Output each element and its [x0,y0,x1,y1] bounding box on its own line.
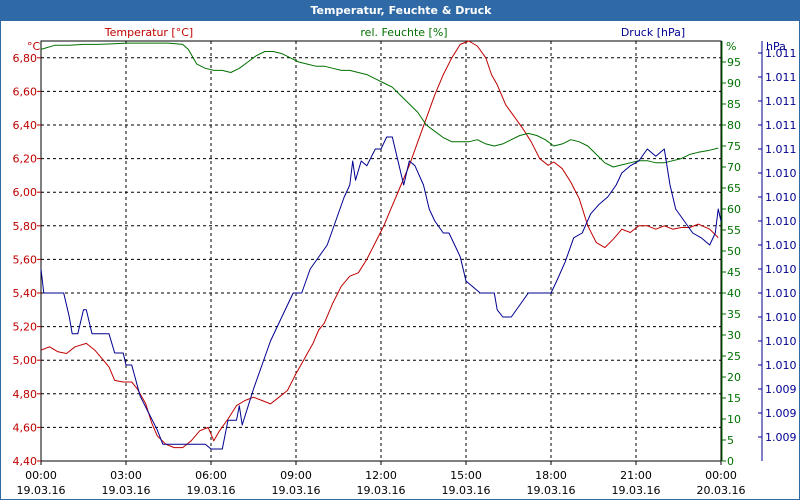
temperature-tick-label: 5,20 [13,321,38,334]
window-title: Temperatur, Feuchte & Druck [1,1,800,21]
humidity-tick-label: 45 [727,266,741,279]
temperature-tick-label: 6,80 [13,52,38,65]
humidity-tick-label: 90 [727,77,741,90]
temperature-tick-label: 4,40 [13,455,38,468]
x-tick-time: 00:00 [25,469,57,482]
pressure-tick-label: 1.010 [765,167,797,180]
humidity-tick-label: 80 [727,119,741,132]
humidity-tick-label: 60 [727,203,741,216]
humidity-tick-label: 95 [727,56,741,69]
pressure-tick-label: 1.009 [765,383,797,396]
x-tick-date: 19.03.16 [187,484,236,497]
humidity-tick-label: 70 [727,161,741,174]
pressure-tick-label: 1.010 [765,311,797,324]
x-tick-date: 20.03.16 [697,484,746,497]
temperature-series-line [40,40,719,449]
temperature-axis-label: Temperatur [°C] [104,26,193,39]
x-tick-date: 19.03.16 [357,484,406,497]
humidity-unit: % [726,40,736,53]
x-tick-date: 19.03.16 [442,484,491,497]
x-tick-time: 03:00 [110,469,142,482]
humidity-tick-label: 0 [727,455,734,468]
pressure-tick-label: 1.011 [765,119,797,132]
x-tick-time: 21:00 [620,469,652,482]
pressure-tick-label: 1.010 [765,215,797,228]
pressure-tick-label: 1.009 [765,407,797,420]
temperature-tick-label: 6,00 [13,186,38,199]
temperature-tick-label: 4,60 [13,421,38,434]
humidity-tick-label: 30 [727,329,741,342]
humidity-axis-label: rel. Feuchte [%] [360,26,447,39]
pressure-tick-label: 1.011 [765,95,797,108]
x-tick-time: 15:00 [450,469,482,482]
pressure-tick-label: 1.011 [765,47,797,60]
pressure-tick-label: 1.010 [765,359,797,372]
temperature-tick-label: 5,60 [13,253,38,266]
x-tick-date: 19.03.16 [17,484,66,497]
temperature-tick-label: 5,00 [13,354,38,367]
x-tick-time: 06:00 [195,469,227,482]
x-tick-time: 18:00 [535,469,567,482]
humidity-tick-label: 5 [727,434,734,447]
pressure-tick-label: 1.011 [765,143,797,156]
humidity-series-line [40,42,719,168]
pressure-tick-label: 1.010 [765,335,797,348]
x-tick-date: 19.03.16 [612,484,661,497]
pressure-axis-label: Druck [hPa] [621,26,685,39]
x-tick-time: 12:00 [365,469,397,482]
x-tick-date: 19.03.16 [102,484,151,497]
temperature-tick-label: 5,40 [13,287,38,300]
temperature-tick-label: 6,60 [13,85,38,98]
humidity-tick-label: 15 [727,392,741,405]
humidity-tick-label: 35 [727,308,741,321]
pressure-tick-label: 1.011 [765,71,797,84]
pressure-tick-label: 1.010 [765,287,797,300]
humidity-tick-label: 25 [727,350,741,363]
temperature-tick-label: 5,80 [13,220,38,233]
humidity-tick-label: 50 [727,245,741,258]
pressure-tick-label: 1.009 [765,431,797,444]
pressure-series-line [40,136,722,450]
humidity-tick-label: 40 [727,287,741,300]
temperature-tick-label: 6,40 [13,119,38,132]
humidity-tick-label: 65 [727,182,741,195]
temperature-tick-label: 4,80 [13,388,38,401]
humidity-tick-label: 75 [727,140,741,153]
x-tick-time: 00:00 [705,469,737,482]
x-tick-date: 19.03.16 [272,484,321,497]
temperature-tick-label: 6,20 [13,153,38,166]
pressure-tick-label: 1.010 [765,239,797,252]
humidity-tick-label: 20 [727,371,741,384]
pressure-tick-label: 1.010 [765,263,797,276]
pressure-tick-label: 1.010 [765,191,797,204]
pressure-unit: hPa [766,40,786,53]
x-tick-time: 09:00 [280,469,312,482]
humidity-tick-label: 10 [727,413,741,426]
x-tick-date: 19.03.16 [527,484,576,497]
humidity-tick-label: 85 [727,98,741,111]
temperature-unit: °C [27,40,41,53]
humidity-tick-label: 55 [727,224,741,237]
